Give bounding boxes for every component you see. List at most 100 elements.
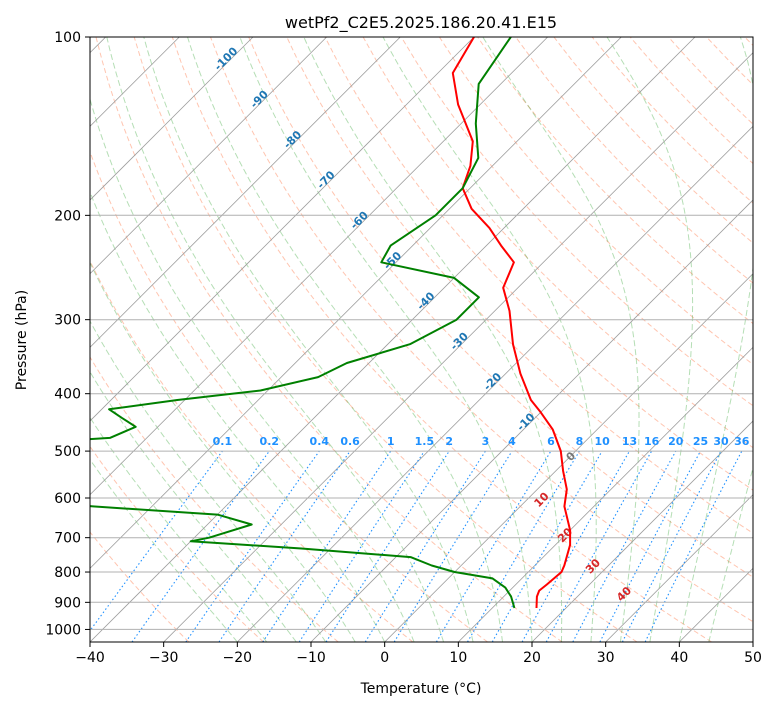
y-tick-label: 800 xyxy=(54,565,81,581)
mixing-ratio-label: 2 xyxy=(445,435,453,448)
isotherm-label: -80 xyxy=(281,128,304,151)
background-lines xyxy=(90,37,753,642)
dry-adiabat xyxy=(324,37,753,491)
moist-adiabat xyxy=(678,37,753,642)
dry-adiabat xyxy=(706,37,753,86)
isotherm-label: -100 xyxy=(212,44,241,73)
axes: −40 −30 −20 −10 0 10 20 30 40 5010020030040050060… xyxy=(45,30,762,666)
moist-adiabat xyxy=(382,37,597,642)
isotherm-line xyxy=(90,37,475,422)
plot-frame xyxy=(89,36,754,643)
mixing-ratio-label: 1.5 xyxy=(415,435,435,448)
isotherm-line xyxy=(90,37,696,642)
mixing-ratio-label: 25 xyxy=(693,435,708,448)
mixing-ratio-label: 8 xyxy=(576,435,584,448)
isotherm-line xyxy=(752,641,753,642)
isotherm-line xyxy=(531,420,753,642)
mixing-ratio-label: 0.2 xyxy=(260,435,280,448)
mixing-ratio-line xyxy=(262,450,392,642)
dry-adiabat xyxy=(515,37,753,284)
y-axis-label: Pressure (hPa) xyxy=(14,290,30,390)
dry-adiabat xyxy=(248,37,753,578)
moist-adiabat xyxy=(143,37,474,642)
mixing-ratio-line xyxy=(467,450,580,642)
x-axis-label: Temperature (°C) xyxy=(360,681,482,697)
mixing-ratio-line xyxy=(131,450,270,642)
x-tick-label: 0 xyxy=(380,650,389,666)
y-tick-label: 200 xyxy=(54,208,81,224)
dry-adiabat-label: 10 xyxy=(532,490,552,510)
x-tick-label: 50 xyxy=(744,650,762,666)
pressure-grid xyxy=(90,36,753,630)
dry-adiabat xyxy=(210,37,753,623)
moist-adiabat xyxy=(90,458,238,642)
chart-title: wetPf2_C2E5.2025.186.20.41.E15 xyxy=(285,13,557,33)
mixing-ratio-label: 16 xyxy=(644,435,660,448)
mixing-ratio-line xyxy=(545,450,653,642)
x-tick-label: 20 xyxy=(523,650,541,666)
dry-adiabat xyxy=(744,37,753,47)
isotherm-line xyxy=(163,52,753,642)
mixing-ratio-label: 10 xyxy=(594,435,610,448)
dry-adiabat xyxy=(95,37,563,642)
moist-adiabat xyxy=(482,37,640,642)
line-labels: 0.1 0.2 0.4 0.6 1 1.5 2 3 4 6 8 10 13 16 20 25 30 36-100-… xyxy=(212,44,750,604)
moist-adiabat xyxy=(187,37,503,642)
isotherm-line xyxy=(90,37,622,569)
isotherm-line xyxy=(458,346,753,642)
isotherm-label: -50 xyxy=(381,249,404,272)
y-tick-label: 900 xyxy=(54,595,81,611)
dry-adiabat xyxy=(90,531,190,642)
mixing-ratio-line xyxy=(393,450,513,642)
mixing-ratio-label: 4 xyxy=(508,435,516,448)
mixing-ratio-label: 13 xyxy=(622,435,637,448)
dry-adiabat xyxy=(438,37,753,366)
isotherm-line xyxy=(605,494,753,642)
mixing-ratio-label: 0.1 xyxy=(213,435,233,448)
isotherm-line xyxy=(384,273,753,642)
mixing-ratio-line xyxy=(435,450,552,642)
sounding-profiles xyxy=(90,37,572,609)
mixing-ratio-line xyxy=(644,450,743,642)
moist-adiabat xyxy=(90,261,356,642)
mixing-ratio-label: 0.4 xyxy=(310,435,330,448)
mixing-ratio-label: 3 xyxy=(482,435,490,448)
temperature-profile xyxy=(451,37,572,609)
x-tick-label: −20 xyxy=(223,650,253,666)
isotherm-label: -90 xyxy=(248,88,271,111)
isotherm-line xyxy=(90,37,401,348)
isotherm-label: -30 xyxy=(448,330,471,353)
isotherm-line xyxy=(237,125,753,642)
isotherm-label: -10 xyxy=(514,410,537,433)
mixing-ratio-label: 6 xyxy=(547,435,555,448)
y-tick-label: 600 xyxy=(54,491,81,507)
dewpoint-profile xyxy=(90,37,516,609)
isotherm-line xyxy=(90,37,548,496)
isotherm-label: -60 xyxy=(348,209,371,232)
y-tick-label: 300 xyxy=(54,313,81,329)
dry-adiabat xyxy=(90,356,339,642)
dry-adiabat xyxy=(171,37,712,642)
mixing-ratio-line xyxy=(90,450,223,632)
mixing-ratio-label: 1 xyxy=(387,435,395,448)
dry-adiabat xyxy=(591,37,753,204)
mixing-ratio-label: 20 xyxy=(668,435,684,448)
isotherm-label: -70 xyxy=(314,168,337,191)
moist-adiabat xyxy=(106,37,445,642)
moist-adiabat xyxy=(239,37,533,642)
x-tick-label: −30 xyxy=(149,650,179,666)
y-tick-label: 1000 xyxy=(45,622,81,638)
dry-adiabat xyxy=(90,150,488,642)
y-tick-label: 500 xyxy=(54,444,81,460)
mixing-ratio-line xyxy=(298,450,425,642)
dry-adiabat-label: 40 xyxy=(614,584,634,604)
y-tick-label: 700 xyxy=(54,531,81,547)
dry-adiabat xyxy=(400,37,753,407)
dry-adiabat xyxy=(90,259,414,642)
moist-adiabat xyxy=(303,37,563,642)
mixing-ratio-line xyxy=(218,450,351,642)
mixing-ratio-label: 0.6 xyxy=(340,435,360,448)
mixing-ratio-line xyxy=(185,450,320,642)
y-tick-label: 400 xyxy=(54,387,81,403)
